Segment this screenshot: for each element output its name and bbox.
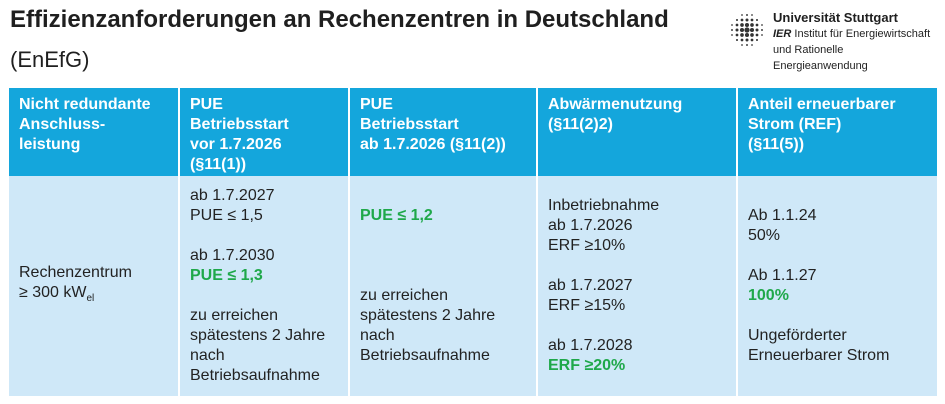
header-pue-from-2026: PUE Betriebsstart ab 1.7.2026 (§11(2)) [349,88,538,176]
efficiency-requirements-table: Nicht redundante Anschluss- leistung PUE… [9,88,937,396]
ref-target-highlight: 100% [748,287,789,304]
page-subtitle: (EnEfG) [10,47,90,72]
cell-data-center: Rechenzentrum ≥ 300 kWel [9,176,180,396]
table-header-row: Nicht redundante Anschluss- leistung PUE… [9,88,937,176]
cell-pue-from-2026: PUE ≤ 1,2 zu erreichen spätestens 2 Jahr… [349,176,538,396]
header-pue-before-2026: PUE Betriebsstart vor 1.7.2026 (§11(1)) [179,88,350,176]
university-logo: Universität Stuttgart IER Institut für E… [727,8,939,78]
header-waste-heat: Abwärmenutzung (§11(2)2) [537,88,738,176]
logo-institute-line2: und Rationelle Energieanwendung [773,44,868,72]
erf-target-highlight: ERF ≥20% [548,357,626,374]
cell-pue-before-2026: ab 1.7.2027 PUE ≤ 1,5 ab 1.7.2030 PUE ≤ … [179,176,350,396]
logo-university-name: Universität Stuttgart [773,10,898,25]
logo-institute-abbr: IER [773,28,792,40]
page-title: Effizienzanforderungen an Rechenzentren … [10,6,669,33]
table-row: Rechenzentrum ≥ 300 kWel ab 1.7.2027 PUE… [9,176,937,396]
cell-renewable-share: Ab 1.1.24 50% Ab 1.1.27 100% Ungefördert… [737,176,937,396]
pue-target-highlight: PUE ≤ 1,3 [190,267,263,284]
pue-target-highlight: PUE ≤ 1,2 [360,207,433,224]
header-connection-capacity: Nicht redundante Anschluss- leistung [9,88,180,176]
header-renewable-share: Anteil erneuerbarer Strom (REF) (§11(5)) [737,88,937,176]
logo-institute-line1: Institut für Energiewirtschaft [794,28,931,40]
university-logo-icon [731,14,763,46]
cell-waste-heat: Inbetriebnahme ab 1.7.2026 ERF ≥10% ab 1… [537,176,738,396]
